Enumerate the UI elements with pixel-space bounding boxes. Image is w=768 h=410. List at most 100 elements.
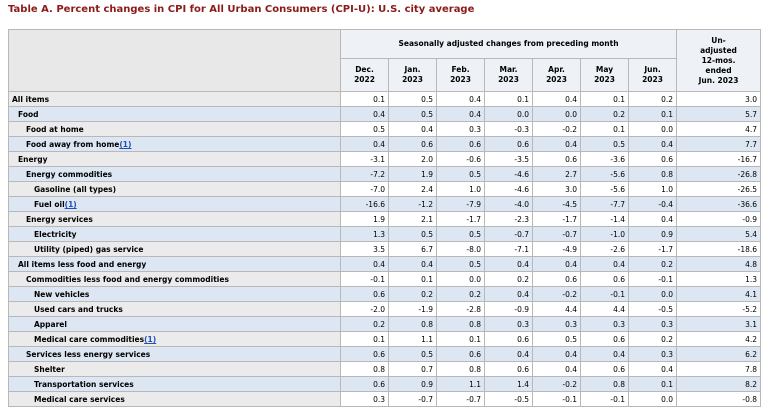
unadjusted-header: Un- adjusted 12-mos. ended Jun. 2023: [676, 29, 762, 92]
row-label: Transportation services: [8, 376, 341, 392]
value-cell: 0.6: [484, 136, 533, 152]
table-title: Table A. Percent changes in CPI for All …: [8, 4, 475, 15]
table-row: Food away from home(1) 0.4 0.6 0.6 0.6 0.4 0.5…: [8, 136, 762, 152]
value-cell: -1.0: [580, 226, 629, 242]
row-label-text: Energy: [18, 154, 48, 164]
value-cell: 0.1: [388, 271, 437, 287]
table-row: Services less energy services 0.6 0.5 0.6 0.…: [8, 346, 762, 362]
month-header: Jun. 2023: [627, 58, 678, 92]
value-cell: 1.3: [676, 271, 762, 287]
value-cell: 0.6: [580, 331, 629, 347]
table-row: Food at home 0.5 0.4 0.3 -0.3 -0.2 0.1 0.0 4.7: [8, 121, 762, 137]
cpi-table: Seasonally adjusted changes from precedi…: [8, 29, 762, 407]
value-cell: -16.6: [340, 196, 389, 212]
month-header: Apr. 2023: [532, 58, 581, 92]
value-cell: 0.0: [484, 106, 533, 122]
value-cell: 0.9: [627, 226, 678, 242]
value-cell: 0.9: [388, 376, 437, 392]
row-label: Gasoline (all types): [8, 181, 341, 197]
value-cell: 0.2: [627, 91, 678, 107]
value-cell: 0.4: [340, 106, 389, 122]
footnote-link[interactable]: (1): [64, 199, 77, 209]
row-label-text: Food at home: [26, 124, 84, 134]
value-cell: 0.5: [532, 331, 581, 347]
table-row: Energy commodities -7.2 1.9 0.5 -4.6 2.7 -5.6 0…: [8, 166, 762, 182]
table-row: Commodities less food and energy commodi…: [8, 271, 762, 287]
row-label: Food away from home(1): [8, 136, 341, 152]
row-label: Services less energy services: [8, 346, 341, 362]
footnote-link[interactable]: (1): [144, 334, 157, 344]
value-cell: 0.6: [340, 346, 389, 362]
row-label: Medical care services: [8, 391, 341, 407]
row-label: Apparel: [8, 316, 341, 332]
value-cell: -0.1: [627, 271, 678, 287]
value-cell: -4.0: [484, 196, 533, 212]
value-cell: 0.0: [532, 106, 581, 122]
value-cell: 6.2: [676, 346, 762, 362]
table-row: Utility (piped) gas service 3.5 6.7 -8.0 -7.…: [8, 241, 762, 257]
value-cell: 0.5: [436, 226, 485, 242]
value-cell: -3.5: [484, 151, 533, 167]
footnote-link[interactable]: (1): [119, 139, 132, 149]
value-cell: 1.9: [388, 166, 437, 182]
row-label-text: Used cars and trucks: [34, 304, 123, 314]
value-cell: -1.9: [388, 301, 437, 317]
value-cell: -0.8: [676, 391, 762, 407]
value-cell: 0.3: [484, 316, 533, 332]
value-cell: 3.5: [340, 241, 389, 257]
row-label: Food at home: [8, 121, 341, 137]
table-row: Transportation services 0.6 0.9 1.1 1.4 -0.2 0…: [8, 376, 762, 392]
table-body: All items 0.1 0.5 0.4 0.1 0.4 0.1 0.2 3.0 Food 0.4…: [8, 91, 762, 407]
value-cell: 0.1: [484, 91, 533, 107]
value-cell: 2.7: [532, 166, 581, 182]
value-cell: 0.8: [340, 361, 389, 377]
value-cell: 0.2: [340, 316, 389, 332]
value-cell: 0.4: [580, 346, 629, 362]
value-cell: 4.4: [580, 301, 629, 317]
value-cell: -0.3: [484, 121, 533, 137]
value-cell: 0.4: [388, 256, 437, 272]
table-row: Electricity 1.3 0.5 0.5 -0.7 -0.7 -1.0 0.9 5.4: [8, 226, 762, 242]
row-label: New vehicles: [8, 286, 341, 302]
value-cell: 0.6: [340, 376, 389, 392]
value-cell: -4.6: [484, 181, 533, 197]
value-cell: 1.9: [340, 211, 389, 227]
value-cell: 0.6: [580, 361, 629, 377]
table-row: Food 0.4 0.5 0.4 0.0 0.0 0.2 0.1 5.7: [8, 106, 762, 122]
value-cell: -3.1: [340, 151, 389, 167]
value-cell: 5.7: [676, 106, 762, 122]
value-cell: -0.1: [580, 286, 629, 302]
value-cell: -7.0: [340, 181, 389, 197]
value-cell: 0.4: [436, 106, 485, 122]
value-cell: 1.0: [627, 181, 678, 197]
value-cell: -2.6: [580, 241, 629, 257]
month-header: Mar. 2023: [484, 58, 533, 92]
value-cell: -2.3: [484, 211, 533, 227]
row-label-text: New vehicles: [34, 289, 90, 299]
value-cell: 4.7: [676, 121, 762, 137]
value-cell: -16.7: [676, 151, 762, 167]
value-cell: 0.4: [532, 346, 581, 362]
row-label: Used cars and trucks: [8, 301, 341, 317]
value-cell: 0.8: [580, 376, 629, 392]
value-cell: -1.7: [436, 211, 485, 227]
value-cell: 0.5: [388, 226, 437, 242]
value-cell: 0.3: [627, 316, 678, 332]
value-cell: 8.2: [676, 376, 762, 392]
row-label-text: All items: [12, 94, 50, 104]
value-cell: 0.1: [436, 331, 485, 347]
value-cell: 0.5: [388, 346, 437, 362]
value-cell: 2.1: [388, 211, 437, 227]
value-cell: -0.1: [340, 271, 389, 287]
value-cell: 0.4: [532, 136, 581, 152]
row-label-text: Transportation services: [34, 379, 134, 389]
value-cell: 0.4: [627, 136, 678, 152]
row-label-text: Fuel oil: [34, 199, 65, 209]
value-cell: 7.7: [676, 136, 762, 152]
row-label: All items less food and energy: [8, 256, 341, 272]
value-cell: 0.6: [532, 151, 581, 167]
row-label-text: Apparel: [34, 319, 67, 329]
value-cell: -5.6: [580, 166, 629, 182]
row-label: Commodities less food and energy commodi…: [8, 271, 341, 287]
value-cell: -0.4: [627, 196, 678, 212]
